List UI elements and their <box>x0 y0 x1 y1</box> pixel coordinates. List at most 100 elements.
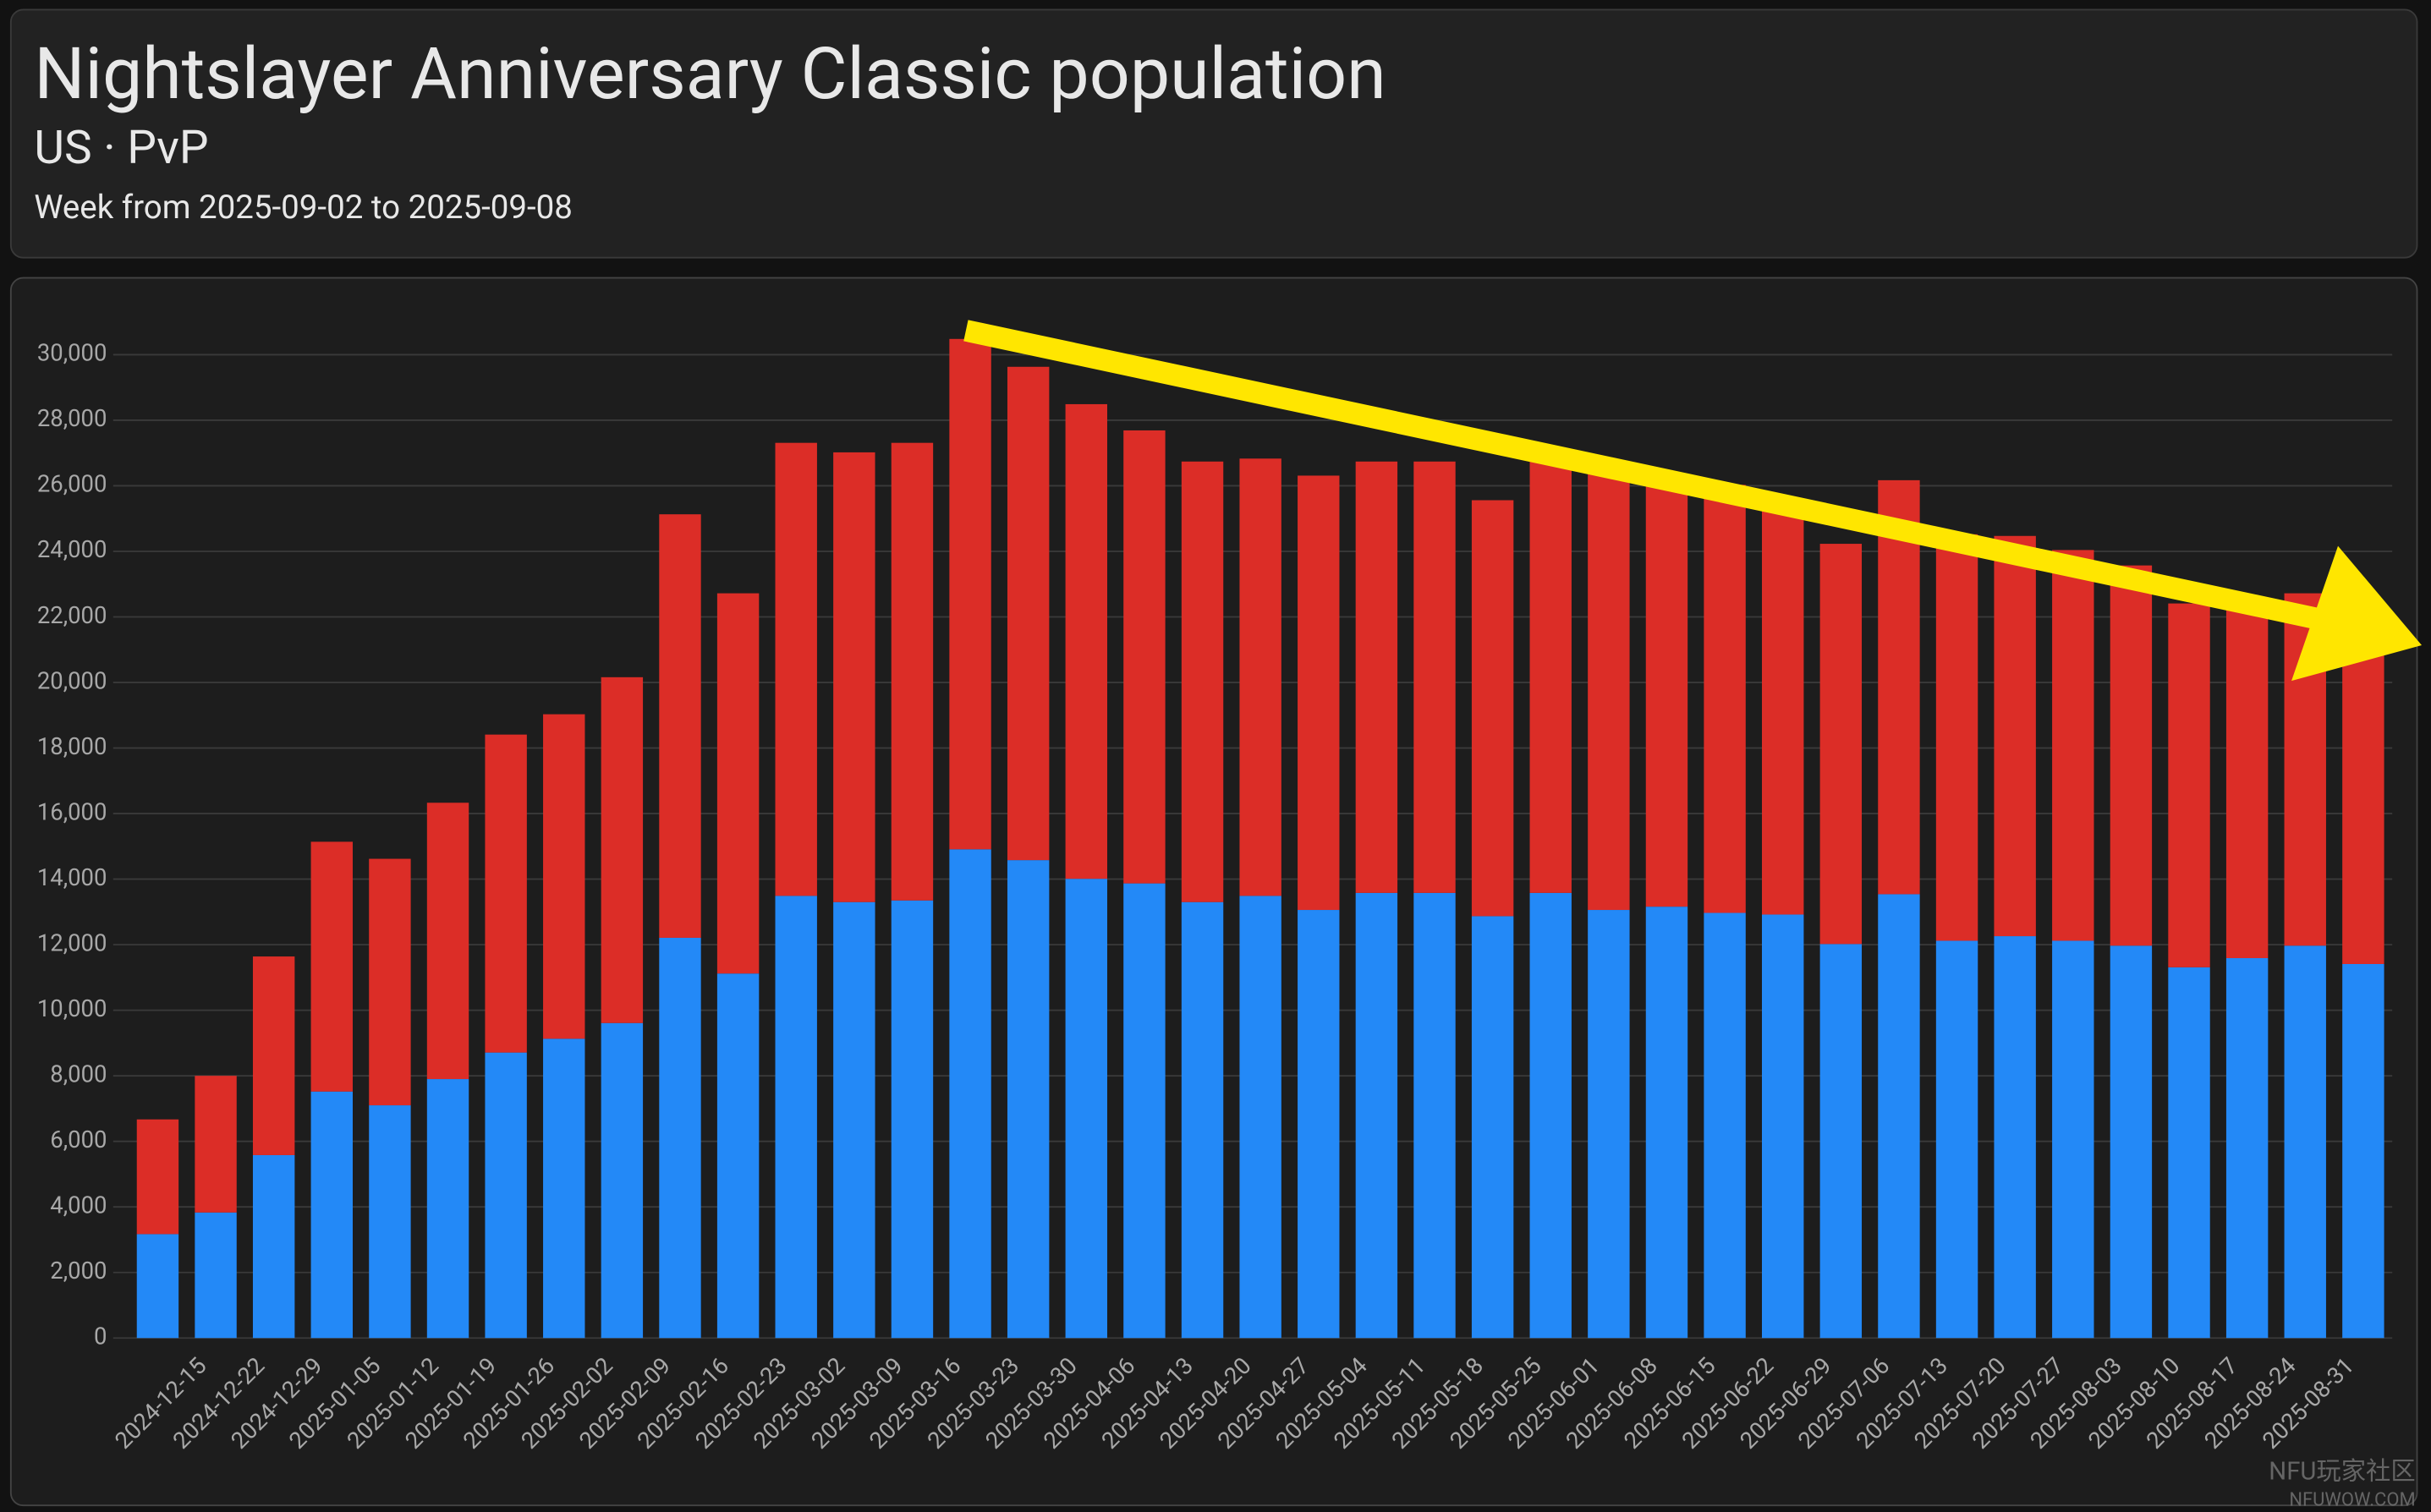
bar-segment <box>2342 643 2384 964</box>
bar-segment <box>2110 945 2153 1339</box>
bar-segment <box>891 442 934 901</box>
chart-title: Nightslayer Anniversary Classic populati… <box>34 32 1386 116</box>
bar-segment <box>195 1076 237 1213</box>
bar-segment <box>1878 479 1920 895</box>
y-tick-label: 0 <box>94 1323 107 1350</box>
period: Week from 2025-09-02 to 2025-09-08 <box>34 189 573 227</box>
bar-segment <box>136 1119 179 1235</box>
bar-segment <box>369 858 411 1106</box>
bar-segment <box>1239 458 1281 896</box>
bar-segment <box>1355 892 1398 1339</box>
bar-segment <box>1588 910 1630 1339</box>
bar-segment <box>1298 910 1340 1339</box>
bar-segment <box>949 849 991 1339</box>
y-tick-label: 20,000 <box>37 666 107 694</box>
y-tick-label: 22,000 <box>37 601 107 629</box>
y-tick-label: 18,000 <box>37 732 107 760</box>
bar-segment <box>716 973 760 1339</box>
bar-segment <box>369 1105 411 1339</box>
bar-segment <box>1994 936 2036 1339</box>
bar-segment <box>252 1154 295 1339</box>
bar-segment <box>1645 907 1688 1339</box>
bar-segment <box>1298 475 1340 911</box>
bar-segment <box>1645 475 1688 907</box>
bar-segment <box>1065 879 1108 1339</box>
bar-segment <box>252 956 295 1155</box>
bar-segment <box>1065 403 1108 879</box>
y-tick-label: 30,000 <box>37 339 107 367</box>
bar-segment <box>1123 430 1166 884</box>
bar-segment <box>2284 945 2326 1339</box>
bar-segment <box>1588 474 1630 911</box>
bar-segment <box>485 1052 527 1339</box>
bar-segment <box>2342 963 2384 1339</box>
y-tick-label: 10,000 <box>37 994 107 1022</box>
bar-segment <box>310 1091 353 1339</box>
bar-segment <box>1529 892 1572 1339</box>
bar-segment <box>775 442 817 896</box>
bar-segment <box>949 338 991 850</box>
bar-segment <box>1529 461 1572 893</box>
bar-segment <box>310 841 353 1092</box>
bar-segment <box>136 1234 179 1339</box>
bar-segment <box>891 900 934 1339</box>
bar-segment <box>601 1022 644 1339</box>
bar-segment <box>2225 958 2269 1339</box>
y-tick-label: 26,000 <box>37 470 107 498</box>
bar-segment <box>601 677 644 1023</box>
bar-segment <box>2052 550 2094 941</box>
bar-segment <box>716 593 760 974</box>
bar-segment <box>543 1038 585 1339</box>
bar-segment <box>659 937 701 1339</box>
bar-segment <box>1355 461 1398 893</box>
arrow-head <box>2291 545 2423 682</box>
bar-segment <box>2110 565 2153 946</box>
bar-segment <box>1181 901 1224 1339</box>
watermark: NFU玩家社区 <box>2269 1457 2415 1486</box>
trend-arrow <box>963 320 2423 682</box>
bar-segment <box>2168 967 2210 1339</box>
bar-segment <box>833 452 875 902</box>
arrow-shaft <box>963 320 2320 630</box>
y-tick-label: 12,000 <box>37 929 107 956</box>
bar-segment <box>1239 896 1281 1339</box>
bar-segment <box>1413 461 1456 893</box>
bar-segment <box>1994 535 2036 937</box>
bar-segment <box>1123 883 1166 1339</box>
y-tick-label: 24,000 <box>37 535 107 563</box>
bar-segment <box>485 734 527 1053</box>
bar-segment <box>1878 894 1920 1339</box>
bar-segment <box>1471 500 1514 917</box>
y-tick-label: 6,000 <box>50 1126 107 1153</box>
bar-segment <box>1819 944 1863 1339</box>
bar-segment <box>1007 366 1050 861</box>
bar-segment <box>1819 544 1863 945</box>
bar-segment <box>1007 860 1050 1339</box>
bar-segment <box>426 803 469 1080</box>
bar-segment <box>1413 892 1456 1339</box>
bar-segment <box>1704 912 1746 1339</box>
y-tick-label: 4,000 <box>50 1191 107 1219</box>
bar-segment <box>2052 940 2094 1339</box>
bar-segment <box>426 1079 469 1339</box>
bar-segment <box>775 896 817 1339</box>
bar-segment <box>1935 534 1978 941</box>
subtitle: US · PvP <box>34 121 208 175</box>
header-panel <box>9 8 2418 259</box>
bar-segment <box>1935 940 1978 1339</box>
y-tick-label: 2,000 <box>50 1257 107 1285</box>
bar-segment <box>2225 600 2269 959</box>
bar-segment <box>195 1212 237 1339</box>
bar-segment <box>1762 914 1804 1339</box>
bar-segment <box>1181 461 1224 902</box>
y-tick-label: 8,000 <box>50 1060 107 1087</box>
bar-segment <box>543 714 585 1039</box>
y-tick-label: 14,000 <box>37 863 107 891</box>
bar-segment <box>659 514 701 938</box>
bar-segment <box>1471 916 1514 1339</box>
bar-segment <box>1762 498 1804 915</box>
y-tick-label: 16,000 <box>37 797 107 825</box>
watermark-url: NFUWOW.COM <box>2289 1490 2415 1511</box>
